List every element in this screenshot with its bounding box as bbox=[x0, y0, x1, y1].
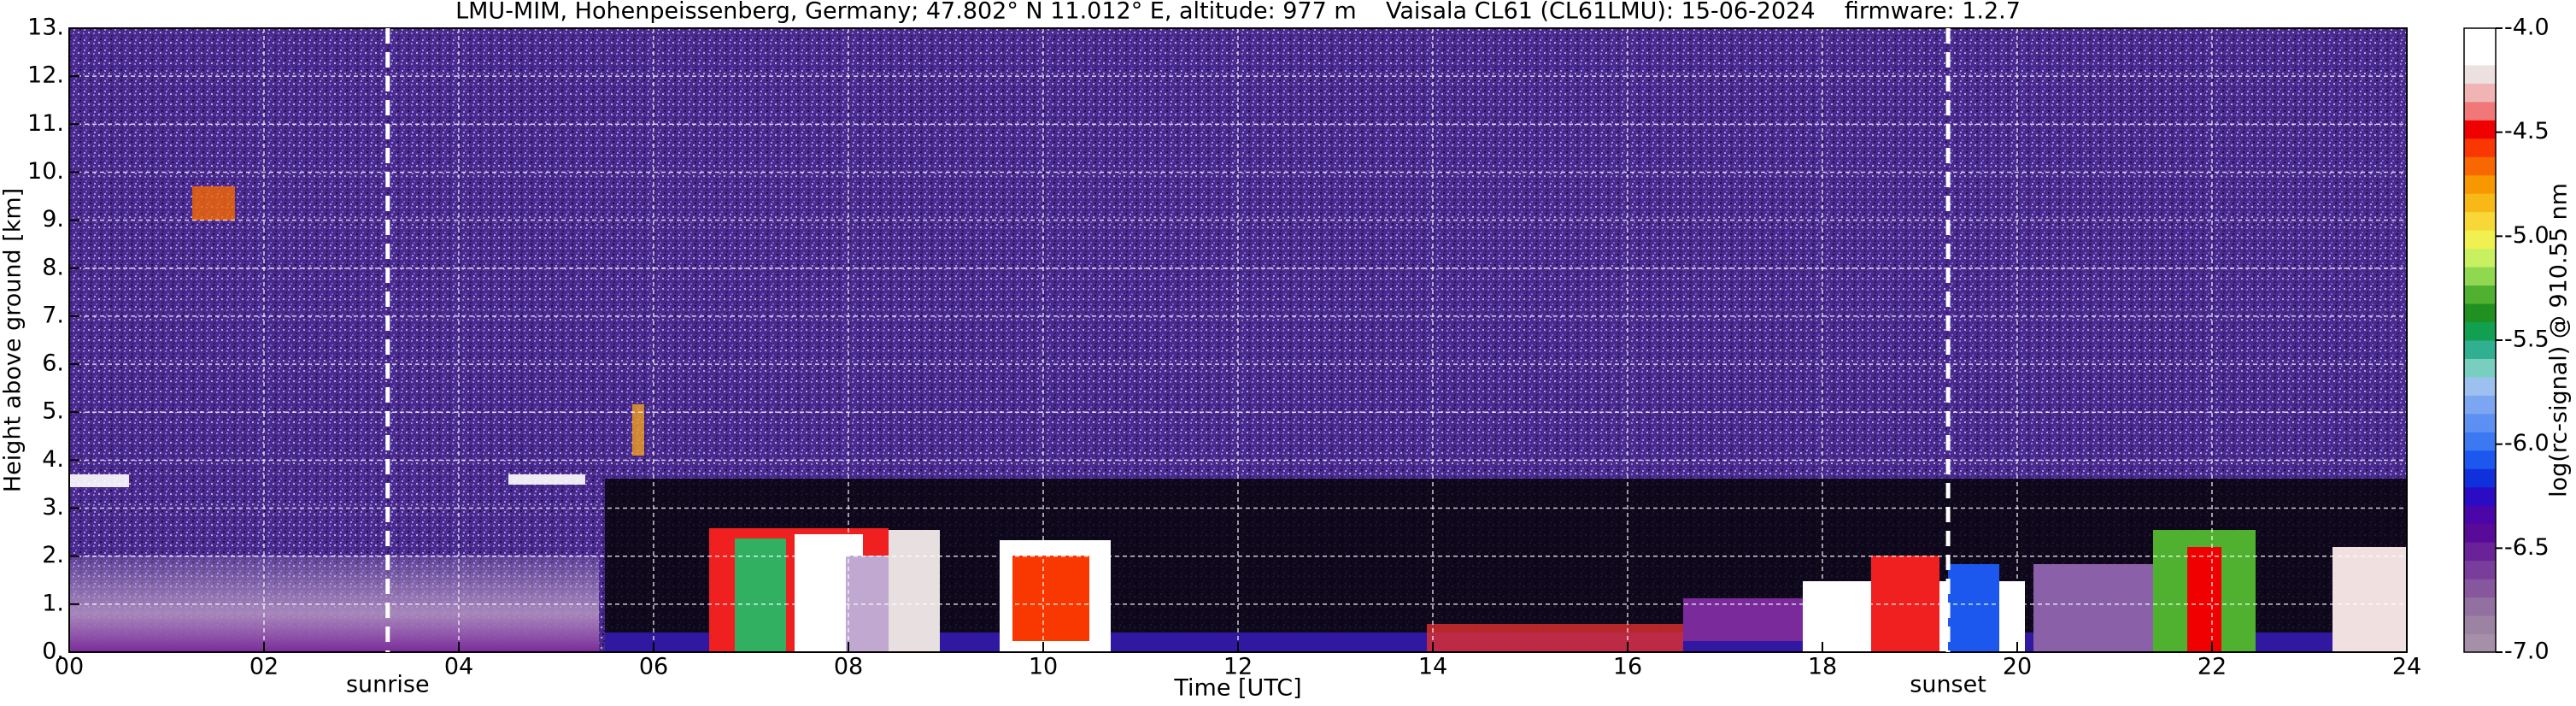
colorbar-swatch bbox=[2464, 340, 2496, 359]
chart-title: LMU-MIM, Hohenpeissenberg, Germany; 47.8… bbox=[455, 0, 2021, 25]
y-tick-label: 10. bbox=[27, 158, 64, 185]
colorbar-swatch bbox=[2464, 505, 2496, 525]
colorbar-swatch bbox=[2464, 267, 2496, 286]
colorbar-swatch bbox=[2464, 211, 2496, 231]
colorbar-swatch bbox=[2464, 64, 2496, 84]
marker-label: sunset bbox=[1910, 672, 1986, 698]
colorbar-swatch bbox=[2464, 138, 2496, 157]
colorbar-swatch bbox=[2464, 285, 2496, 304]
y-tick-label: 2. bbox=[42, 542, 64, 568]
colorbar-swatch bbox=[2464, 101, 2496, 121]
colorbar-swatch bbox=[2464, 230, 2496, 250]
colorbar-swatch bbox=[2464, 597, 2496, 616]
colorbar-swatch bbox=[2464, 450, 2496, 469]
colorbar-swatch bbox=[2464, 28, 2496, 47]
y-tick-label: 1. bbox=[42, 590, 64, 616]
y-tick-label: 12. bbox=[27, 62, 64, 89]
colorbar-swatch bbox=[2464, 395, 2496, 415]
colorbar-swatch bbox=[2464, 193, 2496, 213]
x-tick-label: 08 bbox=[834, 654, 863, 680]
y-tick-label: 3. bbox=[42, 494, 64, 521]
marker-label: sunrise bbox=[346, 672, 430, 698]
colorbar-swatch bbox=[2464, 486, 2496, 506]
y-tick-label: 5. bbox=[42, 398, 64, 425]
colorbar-swatch bbox=[2464, 432, 2496, 451]
colorbar-swatch bbox=[2464, 358, 2496, 378]
y-tick-label: 6. bbox=[42, 350, 64, 377]
colorbar-swatch bbox=[2464, 413, 2496, 432]
colorbar-swatch bbox=[2464, 633, 2496, 653]
x-tick-label: 10 bbox=[1029, 654, 1058, 680]
y-tick-label: 0. bbox=[42, 638, 64, 665]
colorbar-tick-label: -7.0 bbox=[2504, 638, 2550, 665]
colorbar-label: log(rc-signal) @ 910.55 nm bbox=[2546, 183, 2573, 497]
y-tick-label: 7. bbox=[42, 302, 64, 328]
colorbar-swatch bbox=[2464, 120, 2496, 139]
colorbar-swatch bbox=[2464, 615, 2496, 635]
colorbar-swatch bbox=[2464, 468, 2496, 488]
x-tick-label: 12 bbox=[1223, 654, 1253, 680]
y-axis-label: Height above ground [km] bbox=[0, 188, 26, 492]
colorbar-swatch bbox=[2464, 83, 2496, 103]
y-tick-label: 11. bbox=[27, 110, 64, 137]
x-tick-label: 00 bbox=[55, 654, 84, 680]
colorbar-swatch bbox=[2464, 579, 2496, 598]
colorbar-swatch bbox=[2464, 303, 2496, 323]
x-tick-label: 06 bbox=[639, 654, 668, 680]
colorbar-swatch bbox=[2464, 376, 2496, 396]
colorbar-swatch bbox=[2464, 321, 2496, 341]
x-tick-label: 04 bbox=[444, 654, 473, 680]
x-tick-label: 16 bbox=[1613, 654, 1642, 680]
x-axis-label: Time [UTC] bbox=[1173, 675, 1301, 702]
colorbar-tick-label: -4.5 bbox=[2504, 118, 2550, 144]
colorbar-swatch bbox=[2464, 542, 2496, 562]
colorbar-swatch bbox=[2464, 46, 2496, 66]
y-tick-label: 4. bbox=[42, 446, 64, 473]
x-tick-label: 18 bbox=[1808, 654, 1837, 680]
colorbar-swatch bbox=[2464, 560, 2496, 580]
colorbar-swatch bbox=[2464, 174, 2496, 194]
y-tick-label: 9. bbox=[42, 206, 64, 232]
y-tick-label: 13. bbox=[27, 15, 64, 41]
colorbar-swatch bbox=[2464, 156, 2496, 176]
x-tick-label: 22 bbox=[2198, 654, 2227, 680]
y-tick-label: 8. bbox=[42, 254, 64, 280]
colorbar-tick-label: -6.0 bbox=[2504, 430, 2550, 456]
colorbar-swatch bbox=[2464, 248, 2496, 268]
plot-frame bbox=[68, 27, 2408, 653]
colorbar-tick-label: -4.0 bbox=[2504, 15, 2550, 41]
x-tick-label: 20 bbox=[2003, 654, 2032, 680]
x-tick-label: 14 bbox=[1418, 654, 1447, 680]
colorbar-tick-label: -5.5 bbox=[2504, 327, 2550, 353]
colorbar-tick-label: -5.0 bbox=[2504, 222, 2550, 249]
x-tick-label: 02 bbox=[249, 654, 279, 680]
colorbar-tick-label: -6.5 bbox=[2504, 534, 2550, 561]
colorbar-swatch bbox=[2464, 523, 2496, 543]
x-tick-label: 24 bbox=[2392, 654, 2421, 680]
